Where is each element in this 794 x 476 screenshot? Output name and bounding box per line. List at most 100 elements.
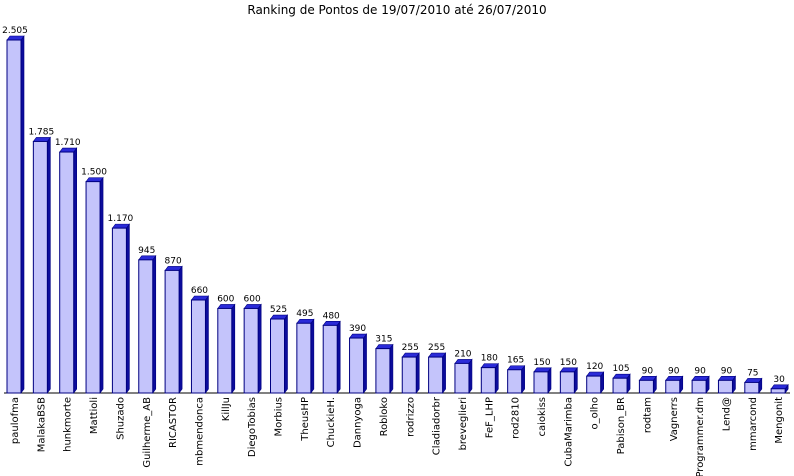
bar-top-24: [638, 376, 658, 381]
category-label-14: Robloko: [379, 397, 390, 436]
category-label-29: Mengonit: [774, 397, 785, 444]
value-label-6: 870: [165, 256, 182, 266]
category-label-8: KillJu: [221, 397, 232, 421]
category-label-26: Programmer.dm: [695, 397, 706, 476]
bar-5: [138, 254, 157, 394]
bar-front-11: [296, 322, 312, 394]
bar-top-25: [665, 376, 684, 381]
value-label-8: 600: [217, 294, 234, 304]
category-label-0: paulofma: [10, 397, 21, 444]
value-label-21: 150: [560, 358, 577, 368]
category-label-3: Mattioli: [89, 397, 100, 434]
category-label-2: hunkmorte: [63, 397, 74, 452]
value-label-17: 210: [454, 349, 471, 359]
category-label-27: Lend@: [721, 397, 732, 431]
bar-front-27: [717, 379, 733, 394]
bar-3: [85, 176, 104, 394]
category-label-11: TheusHP: [300, 397, 311, 442]
value-label-12: 480: [323, 311, 340, 321]
bar-top-12: [322, 321, 341, 326]
bar-20: [533, 366, 552, 394]
bar-top-28: [744, 378, 763, 383]
value-label-19: 165: [507, 356, 524, 366]
bar-top-5: [138, 255, 157, 261]
value-label-11: 495: [296, 309, 313, 319]
bar-7: [190, 295, 210, 394]
bar-front-17: [454, 362, 470, 394]
bar-top-8: [217, 304, 236, 309]
value-label-13: 390: [349, 324, 366, 334]
category-label-25: Vagnerrs: [669, 397, 680, 441]
bar-front-6: [164, 269, 180, 394]
bar-29: [770, 383, 789, 394]
value-label-28: 75: [747, 368, 758, 378]
bar-front-28: [744, 381, 760, 394]
bar-front-16: [428, 356, 444, 394]
bar-top-1: [32, 137, 51, 142]
bar-front-8: [217, 307, 233, 394]
bar-front-14: [375, 348, 391, 394]
category-label-1: MalakaBSB: [36, 397, 47, 452]
value-label-24: 90: [642, 366, 654, 376]
bar-top-2: [59, 147, 78, 153]
bar-21: [559, 366, 578, 394]
bar-4: [111, 223, 130, 394]
value-label-14: 315: [375, 335, 392, 345]
bar-16: [428, 352, 447, 394]
value-label-3: 1.500: [81, 168, 107, 178]
bar-19: [507, 364, 526, 394]
bar-front-24: [638, 379, 654, 394]
value-label-15: 255: [402, 343, 419, 353]
bar-17: [454, 358, 473, 394]
category-label-4: Shuzado: [115, 397, 126, 440]
value-label-18: 180: [481, 354, 498, 364]
bar-top-6: [164, 266, 183, 271]
bar-top-16: [428, 352, 447, 358]
category-label-20: caiokiss: [537, 397, 548, 437]
bar-top-7: [190, 295, 210, 301]
value-label-5: 945: [138, 246, 155, 256]
category-label-24: rodtam: [642, 397, 653, 433]
bar-top-11: [296, 318, 315, 324]
category-label-5: Guilherme_AB: [142, 397, 153, 468]
value-label-10: 525: [270, 305, 287, 315]
bar-top-20: [533, 367, 552, 373]
value-label-0: 2.505: [2, 26, 28, 36]
bars-group: 2.505 paulofma 1.785 MalakaBSB 1.710 hunkmort…: [2, 26, 789, 476]
bar-front-10: [270, 318, 285, 394]
bar-front-18: [480, 367, 496, 394]
bar-23: [612, 373, 631, 394]
bar-6: [164, 265, 183, 394]
bar-front-9: [243, 307, 259, 394]
bar-top-9: [243, 304, 262, 309]
bar-top-4: [111, 223, 130, 229]
category-label-23: Pabison_BR: [616, 397, 627, 454]
value-label-20: 150: [533, 358, 550, 368]
bar-15: [401, 352, 420, 394]
bar-front-13: [349, 337, 365, 394]
bar-24: [638, 375, 658, 394]
category-label-22: o_olho: [590, 397, 601, 429]
bar-front-21: [559, 371, 575, 394]
value-label-7: 660: [191, 286, 208, 296]
category-label-9: DiegoTobias: [247, 397, 258, 457]
value-label-4: 1.170: [108, 214, 134, 224]
value-label-23: 105: [612, 364, 629, 374]
category-label-15: rodrizzo: [405, 397, 416, 437]
category-label-12: ChuckieH.: [326, 397, 337, 447]
category-label-6: RICASTOR: [168, 397, 179, 448]
value-label-27: 90: [721, 366, 733, 376]
bar-10: [269, 314, 289, 394]
bar-front-19: [507, 369, 523, 394]
value-label-9: 600: [244, 294, 261, 304]
bar-27: [717, 375, 737, 394]
value-label-1: 1.785: [28, 127, 54, 137]
bar-front-23: [612, 377, 628, 394]
category-label-21: CubaMarimba: [563, 397, 574, 467]
bar-front-26: [691, 379, 707, 394]
chart-title: Ranking de Pontos de 19/07/2010 até 26/0…: [247, 3, 546, 17]
bar-front-7: [190, 299, 206, 394]
bar-12: [322, 320, 341, 394]
bar-2: [59, 147, 78, 394]
